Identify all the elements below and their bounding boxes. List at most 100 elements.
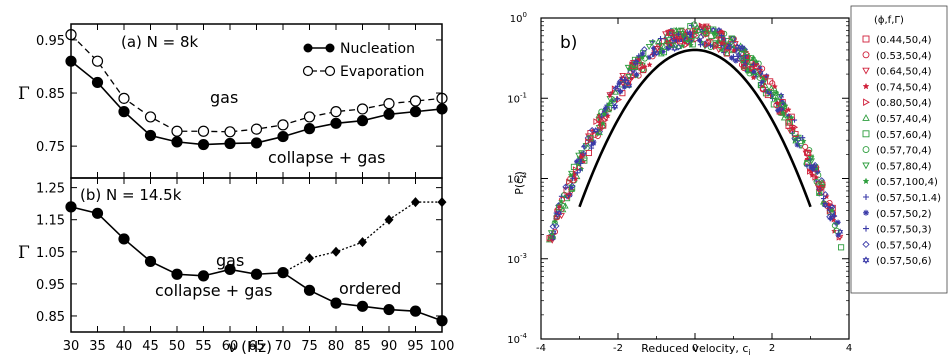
x-tick-label: 95	[407, 339, 424, 354]
scatter-point	[743, 53, 750, 61]
scatter-point	[758, 79, 764, 86]
legend-entry-label: (0.57,50,1.4)	[876, 193, 941, 204]
scatter-point	[779, 98, 785, 104]
scatter-point	[671, 41, 679, 48]
scatter-point	[632, 59, 639, 67]
panel-c-points	[545, 21, 845, 251]
legend-marker	[862, 256, 870, 265]
scatter-point	[826, 199, 833, 207]
legend-entry-label: (0.80,50,4)	[876, 98, 932, 109]
panel-a-ylabel: Γ	[18, 84, 30, 104]
scatter-point	[732, 41, 739, 48]
legend-entry-label: (0.57,50,2)	[876, 209, 932, 220]
data-point	[356, 300, 369, 312]
panel-a-legend: Nucleation Evaporation	[302, 41, 424, 80]
scatter-point	[660, 48, 666, 55]
scatter-point	[715, 47, 723, 54]
scatter-point	[756, 69, 763, 76]
gaussian-reference-curve	[578, 48, 812, 208]
scatter-point	[763, 73, 770, 79]
scatter-point	[639, 62, 646, 69]
panel-b-annotation-ordered: ordered	[339, 279, 401, 298]
data-point	[330, 117, 342, 129]
scatter-point	[730, 47, 737, 54]
data-point	[384, 214, 394, 225]
left-figure: 0.75 0.85 0.95 (a) N = 8k gas collapse + g…	[18, 23, 454, 356]
scatter-point	[565, 193, 572, 200]
scatter-point	[828, 207, 836, 214]
x-tick-label: 75	[301, 339, 318, 354]
scatter-point	[762, 74, 770, 81]
legend-box	[850, 5, 948, 294]
scatter-point	[786, 127, 794, 134]
y-tick-mantissa: 10	[507, 335, 520, 346]
scatter-point	[676, 38, 684, 45]
scatter-point	[794, 142, 800, 148]
scatter-point	[736, 55, 743, 62]
scatter-point	[636, 53, 642, 59]
data-point	[411, 197, 420, 208]
scatter-point	[749, 65, 756, 72]
scatter-point	[813, 178, 820, 185]
scatter-point	[660, 49, 668, 56]
panel-b-annotation-collapse: collapse + gas	[155, 281, 273, 300]
legend-entry-label: (0.74,50,4)	[876, 82, 932, 93]
data-point	[144, 255, 157, 268]
panel-c-xlabel-sub: i	[748, 348, 750, 357]
data-point	[383, 303, 395, 316]
scatter-point	[633, 72, 640, 78]
scatter-point	[760, 85, 767, 92]
x-tick-label: 90	[381, 339, 398, 354]
scatter-point	[704, 41, 711, 48]
data-point	[197, 270, 210, 282]
y-tick-label: 0.95	[36, 34, 65, 49]
scatter-point	[811, 162, 818, 170]
scatter-point	[663, 37, 671, 44]
legend-entry-label: (0.57,50,4)	[876, 240, 932, 251]
data-point	[330, 106, 342, 118]
panel-b-ticks: 0.85 0.95 1.05 1.15 1.25 30 35 40 45 50 55 60 65 70 75…	[36, 178, 454, 354]
legend-marker	[862, 240, 870, 249]
y-tick-mantissa: 10	[507, 175, 520, 186]
data-point	[358, 237, 367, 248]
scatter-point	[760, 79, 766, 85]
scatter-point	[831, 222, 838, 229]
y-tick-label: 0.85	[36, 310, 65, 325]
scatter-point	[567, 192, 573, 198]
scatter-point	[822, 191, 829, 198]
scatter-point	[760, 75, 768, 82]
scatter-point	[593, 118, 600, 125]
data-point	[277, 119, 289, 131]
legend-marker	[862, 146, 870, 154]
scatter-point	[624, 64, 632, 71]
x-tick-label: 55	[195, 339, 212, 354]
legend-entry-label: (0.64,50,4)	[876, 67, 932, 78]
data-point	[224, 263, 236, 276]
scatter-point	[733, 58, 739, 64]
scatter-point	[695, 26, 702, 33]
legend-entry-label: (0.57,40,4)	[876, 114, 932, 125]
series-line-disordered	[70, 206, 443, 322]
scatter-point	[813, 174, 820, 181]
scatter-point	[718, 40, 725, 46]
scatter-point	[561, 202, 569, 209]
scatter-point	[779, 110, 787, 116]
panel-a-annotation-gas: gas	[210, 88, 238, 107]
data-point	[91, 55, 104, 67]
scatter-point	[831, 213, 837, 219]
data-point	[409, 95, 422, 107]
legend-entry-label: (0.57,50,6)	[876, 256, 932, 267]
y-tick-mantissa: 10	[510, 14, 523, 25]
y-tick-label: 1.05	[36, 246, 65, 261]
panel-c-legend: (ϕ,f,Γ) (0.44,50,4) (0.53,50,4) (0.64,50,4…	[850, 5, 948, 294]
scatter-point	[753, 63, 760, 70]
scatter-point	[558, 213, 565, 220]
scatter-point	[728, 35, 736, 42]
scatter-point	[822, 201, 829, 209]
scatter-point	[666, 29, 673, 36]
data-point	[250, 123, 263, 135]
scatter-point	[751, 68, 757, 75]
legend-marker	[863, 225, 869, 232]
x-tick-label: 0	[692, 343, 698, 354]
scatter-point	[723, 49, 731, 56]
